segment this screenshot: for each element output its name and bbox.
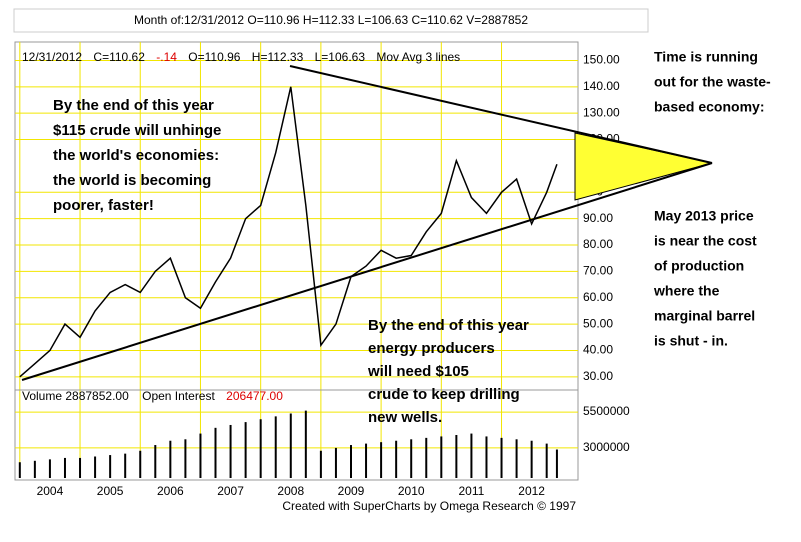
x-tick-label: 2005 — [97, 484, 124, 498]
annotation: of production — [654, 258, 744, 274]
lower-trendline — [21, 162, 713, 381]
y-tick-label: 60.00 — [583, 290, 613, 304]
y2-tick-label: 5500000 — [583, 404, 630, 418]
annotation: By the end of this year — [368, 317, 529, 334]
annotation: $115 crude will unhinge — [53, 122, 221, 139]
y-tick-label: 40.00 — [583, 343, 613, 357]
x-tick-label: 2009 — [338, 484, 365, 498]
price-line — [19, 86, 558, 378]
annotation: marginal barrel — [654, 308, 755, 324]
y-tick-label: 90.00 — [583, 211, 613, 225]
x-tick-label: 2004 — [37, 484, 64, 498]
wedge — [574, 132, 713, 201]
chart-panel — [14, 41, 579, 481]
y-tick-label: 140.00 — [583, 79, 620, 93]
annotation: Time is running — [654, 49, 758, 65]
annotation: crude to keep drilling — [368, 386, 520, 403]
annotation: out for the waste- — [654, 74, 771, 90]
header: Month of:12/31/2012 O=110.96 H=112.33 L=… — [134, 13, 528, 27]
x-tick-label: 2008 — [277, 484, 304, 498]
readout: 12/31/2012 C=110.62 -.14 O=110.96 H=112.… — [22, 50, 460, 64]
x-tick-label: 2006 — [157, 484, 184, 498]
y2-tick-label: 3000000 — [583, 440, 630, 454]
annotation: the world is becoming — [53, 172, 211, 189]
annotation: is shut - in. — [654, 333, 728, 349]
annotation: is near the cost — [654, 233, 757, 249]
footer: Created with SuperCharts by Omega Resear… — [282, 499, 576, 513]
volume-readout: Volume 2887852.00 Open Interest 206477.0… — [22, 389, 283, 403]
annotation: new wells. — [368, 409, 442, 426]
y-tick-label: 80.00 — [583, 237, 613, 251]
x-tick-label: 2010 — [398, 484, 425, 498]
header-box — [13, 8, 649, 33]
annotation: energy producers — [368, 340, 495, 357]
annotation: By the end of this year — [53, 97, 214, 114]
upper-trendline — [289, 65, 713, 164]
x-tick-label: 2007 — [217, 484, 244, 498]
annotation: the world's economies: — [53, 147, 219, 164]
x-tick-label: 2012 — [518, 484, 545, 498]
annotation: where the — [653, 283, 720, 299]
annotation: based economy: — [654, 99, 764, 115]
x-tick-label: 2011 — [459, 484, 485, 498]
annotation: May 2013 price — [654, 208, 754, 224]
annotation: will need $105 — [367, 363, 469, 380]
y-tick-label: 130.00 — [583, 105, 620, 119]
y-tick-label: 150.00 — [583, 53, 620, 67]
y-tick-label: 30.00 — [583, 369, 613, 383]
y-tick-label: 50.00 — [583, 316, 613, 330]
y-tick-label: 70.00 — [583, 264, 613, 278]
annotation: poorer, faster! — [53, 197, 154, 214]
